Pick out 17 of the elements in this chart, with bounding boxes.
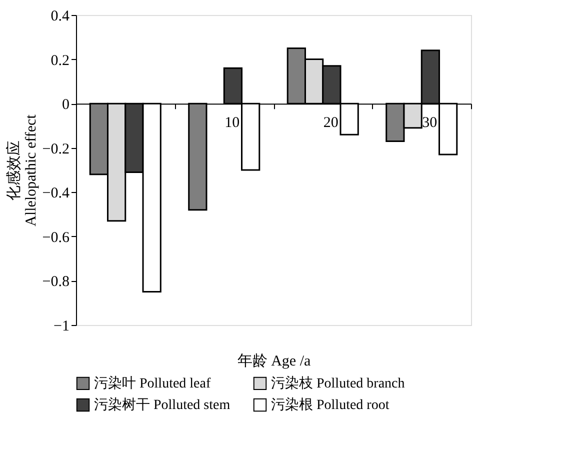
- y-tick-label: −0.6: [42, 230, 70, 246]
- y-tick-label: −0.4: [42, 186, 70, 202]
- y-tick-label: 0: [62, 97, 70, 114]
- legend-label: 污染根 Polluted root: [271, 397, 390, 413]
- legend-label: 污染树干 Polluted stem: [94, 397, 230, 413]
- y-tick-label: −0.8: [42, 274, 70, 290]
- x-axis-title: 年龄 Age /a: [237, 352, 311, 370]
- x-tick-label: 20: [323, 115, 338, 132]
- x-tick-label: 30: [422, 115, 438, 132]
- x-tick-label: 10: [224, 115, 240, 132]
- legend-label: 污染叶 Polluted leaf: [94, 375, 211, 392]
- y-tick-label: 0.4: [50, 8, 70, 24]
- y-tick-label: −0.2: [42, 141, 70, 158]
- legend-label: 污染枝 Polluted branch: [271, 375, 405, 392]
- y-tick-label: 0.2: [50, 52, 70, 69]
- y-axis-title: 化感效应 Allelopathic effect: [5, 114, 40, 226]
- y-tick-label: −1: [54, 318, 70, 334]
